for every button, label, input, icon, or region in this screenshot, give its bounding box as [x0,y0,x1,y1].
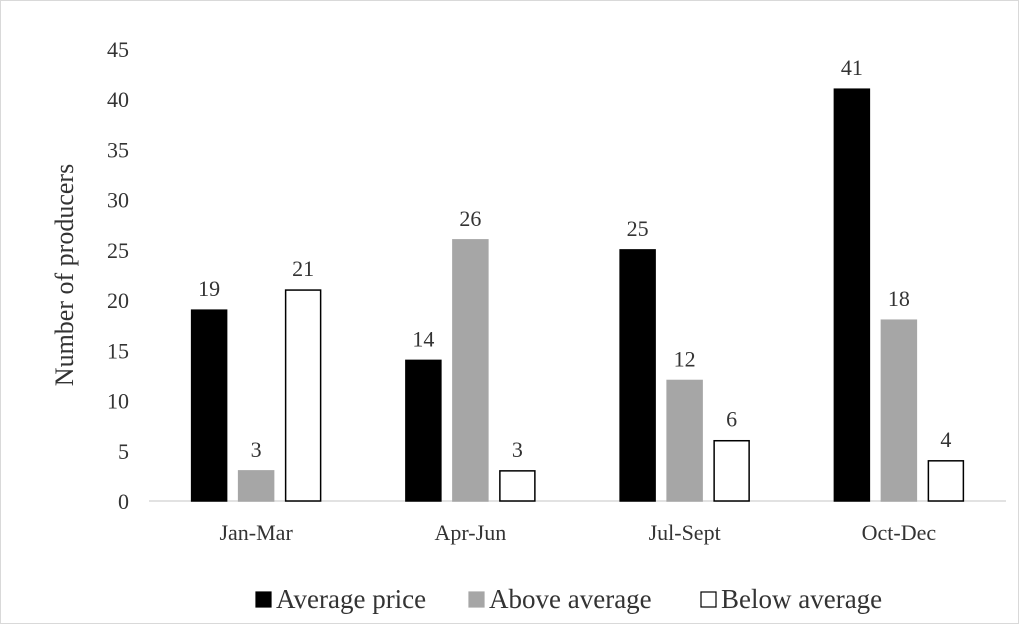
bar [190,309,228,502]
data-label: 25 [627,216,649,241]
legend-swatch [468,591,485,608]
x-axis-ticks: Jan-Mar Apr-Jun Jul-Sept Oct-Dec [219,520,936,545]
y-tick-label: 0 [118,489,129,514]
y-tick-label: 45 [107,37,129,62]
bar [284,289,322,502]
bar [452,239,489,502]
data-label: 4 [940,427,951,452]
legend-label: Above average [489,584,652,614]
data-label: 3 [251,437,262,462]
data-label: 3 [512,437,523,462]
data-label: 26 [459,206,481,231]
legend: Average price Above average Below average [255,584,882,614]
x-tick-label: Oct-Dec [862,520,937,545]
legend-label: Below average [721,584,882,614]
data-label: 41 [841,55,863,80]
legend-swatch [700,591,717,608]
y-tick-label: 35 [107,137,129,162]
bar [237,470,275,502]
x-tick-label: Jan-Mar [219,520,293,545]
data-label: 12 [674,346,696,371]
bar [666,379,703,502]
data-label: 21 [292,256,314,281]
bar [880,319,918,502]
y-tick-label: 5 [118,439,129,464]
y-tick-label: 30 [107,188,129,213]
x-tick-label: Jul-Sept [649,520,721,545]
y-tick-label: 15 [107,338,129,363]
bar-series-group [190,88,965,502]
data-label: 19 [198,276,220,301]
data-label: 18 [888,286,910,311]
y-tick-label: 40 [107,87,129,112]
data-label: 6 [726,407,737,432]
bar [405,359,442,502]
data-labels-group: 19 3 21 14 26 3 25 12 6 41 18 4 [198,55,951,462]
bar [833,88,871,502]
legend-label: Average price [276,584,426,614]
y-tick-label: 25 [107,238,129,263]
x-tick-label: Apr-Jun [435,520,507,545]
bar [619,249,656,502]
bar [713,439,750,502]
y-tick-label: 10 [107,389,129,414]
y-axis-title: Number of producers [50,164,79,386]
bar [927,460,965,502]
legend-swatch [255,591,272,608]
data-label: 14 [412,326,434,351]
bar [499,470,536,502]
y-axis-ticks: 0 5 10 15 20 25 30 35 40 45 [107,37,129,514]
y-tick-label: 20 [107,288,129,313]
